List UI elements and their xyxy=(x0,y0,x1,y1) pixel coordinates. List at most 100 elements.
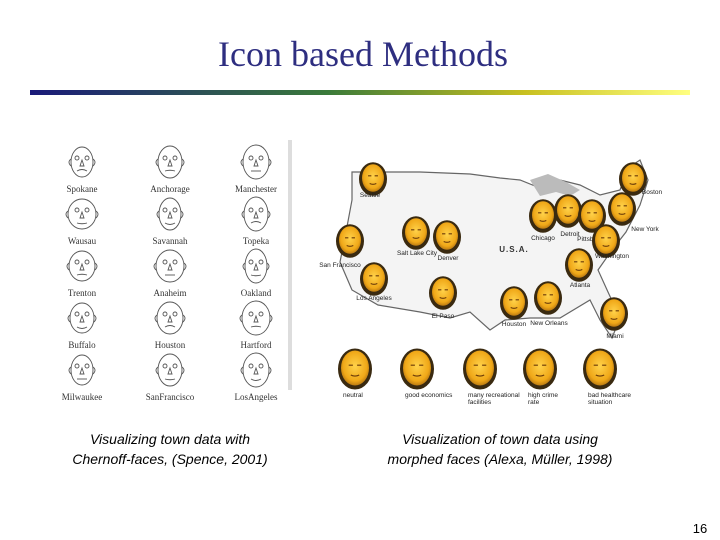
eye xyxy=(248,259,254,265)
legend-line: bad healthcare xyxy=(588,392,631,399)
chernoff-face xyxy=(156,197,184,231)
nose xyxy=(253,314,259,323)
city-label: Buffalo xyxy=(68,340,96,350)
features xyxy=(369,275,379,285)
slide-title: Icon based Methods xyxy=(218,34,508,74)
city-label: Topeka xyxy=(243,236,269,246)
morphed-face xyxy=(402,216,430,250)
eye xyxy=(162,155,168,161)
eye xyxy=(84,207,90,213)
ear xyxy=(68,158,96,167)
nose xyxy=(167,262,173,271)
chernoff-face xyxy=(241,196,271,232)
face xyxy=(436,222,458,250)
city-label: Atlanta xyxy=(570,282,591,289)
legend-line: neutral xyxy=(343,392,363,399)
chernoff-face xyxy=(68,146,96,178)
eye xyxy=(258,155,264,161)
face xyxy=(581,201,603,229)
city-label: Manchester xyxy=(235,184,277,194)
morphed-face xyxy=(600,297,628,331)
ear xyxy=(242,262,270,271)
morphed-face xyxy=(592,224,620,258)
features xyxy=(442,233,452,243)
legend-line: rate xyxy=(528,399,540,406)
face-outline xyxy=(69,302,95,334)
morphed-face xyxy=(523,348,557,390)
face-outline xyxy=(241,300,271,336)
features xyxy=(628,175,638,185)
nose xyxy=(167,314,173,323)
features xyxy=(538,212,548,222)
mouth xyxy=(250,221,262,224)
face xyxy=(595,226,617,254)
features xyxy=(617,205,627,215)
ear xyxy=(239,314,273,323)
mouth xyxy=(164,378,176,381)
mouth xyxy=(164,325,176,328)
face xyxy=(341,350,369,386)
morphed-face xyxy=(619,162,647,196)
eye xyxy=(172,207,178,213)
features xyxy=(574,261,584,271)
face-outline xyxy=(157,145,183,179)
mouth xyxy=(250,378,262,381)
caption-line: morphed faces (Alexa, Müller, 1998) xyxy=(388,451,613,467)
face xyxy=(405,218,427,246)
caption-line: Visualizing town data with xyxy=(90,431,250,447)
ear xyxy=(66,262,98,271)
face xyxy=(503,288,525,316)
morphed-face xyxy=(608,192,636,226)
morphed-caption: Visualization of town data using morphed … xyxy=(388,431,613,467)
morphed-face xyxy=(534,281,562,315)
face xyxy=(532,201,554,229)
eye xyxy=(172,259,178,265)
city-label: Oakland xyxy=(241,288,272,298)
features xyxy=(438,289,448,299)
legend-line: situation xyxy=(588,399,613,406)
morphed-face xyxy=(360,262,388,296)
ear xyxy=(67,314,97,323)
mouth xyxy=(164,169,176,172)
city-label: Seattle xyxy=(360,192,381,199)
nose xyxy=(79,210,85,219)
country-label: U.S.A. xyxy=(499,245,529,254)
face-outline xyxy=(157,353,183,387)
nose xyxy=(79,366,85,375)
face xyxy=(557,196,579,224)
face xyxy=(339,226,361,254)
eye xyxy=(162,259,168,265)
morphed-face xyxy=(463,348,497,390)
face xyxy=(362,164,384,192)
eye xyxy=(162,363,168,369)
morphed-face xyxy=(500,286,528,320)
eye xyxy=(258,259,264,265)
nose xyxy=(167,210,173,219)
city-label: Houston xyxy=(502,321,527,328)
city-label: Hartford xyxy=(241,340,272,350)
eye xyxy=(162,207,168,213)
features xyxy=(533,364,547,377)
city-label: Salt Lake City xyxy=(397,250,438,257)
mouth xyxy=(164,222,176,225)
eye xyxy=(74,363,80,369)
chernoff-face xyxy=(155,145,185,179)
mouth xyxy=(76,169,88,172)
city-label: Chicago xyxy=(531,235,555,242)
city-label: Wausau xyxy=(68,236,97,246)
chernoff-face xyxy=(154,301,186,335)
chernoff-panel: Spokane Anchorage Manchester Wausau Savannah… xyxy=(62,140,292,467)
nose xyxy=(253,210,259,219)
eye xyxy=(162,311,168,317)
scan-edge xyxy=(288,140,292,390)
face-outline xyxy=(243,196,269,232)
city-label: Savannah xyxy=(153,236,188,246)
eye xyxy=(84,363,90,369)
nose xyxy=(253,262,259,271)
chernoff-face xyxy=(67,302,97,334)
title-rule xyxy=(30,90,690,95)
mouth xyxy=(76,273,88,276)
city-label: Anaheim xyxy=(154,288,187,298)
city-label: Detroit xyxy=(560,231,579,238)
